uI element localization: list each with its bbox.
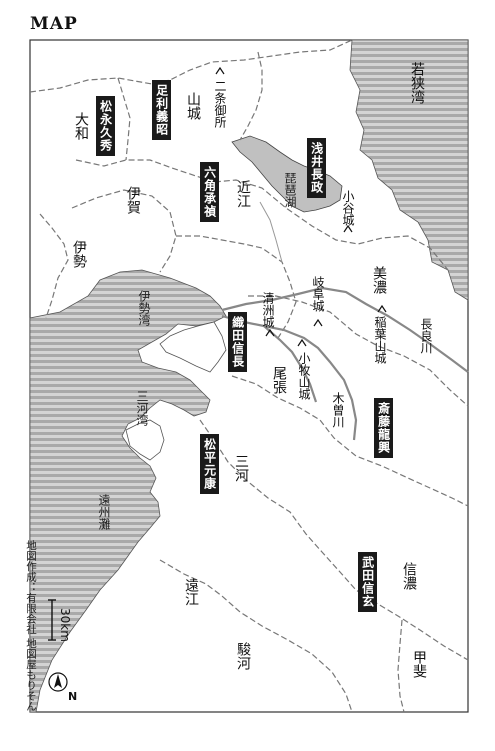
chita-peninsula xyxy=(159,321,227,373)
label-kiyosu-castle: 清洲城 xyxy=(261,292,275,328)
map-title: MAP xyxy=(30,14,78,34)
label-mikawa: 三河 xyxy=(233,454,249,482)
north-label: N xyxy=(68,690,78,703)
label-lake-biwa: 琵琶湖 xyxy=(283,172,297,208)
castle-markers xyxy=(215,66,387,347)
label-enshu-nada: 遠州灘 xyxy=(97,494,111,530)
ise-bay-sea xyxy=(29,269,227,713)
label-kiso-river: 木曽川 xyxy=(331,392,345,428)
wakasa-bay xyxy=(349,39,469,301)
label-yamashiro: 山城 xyxy=(185,92,201,120)
scale-bar xyxy=(48,599,56,641)
castle-icon xyxy=(313,318,323,327)
clan-azai: 浅井長政 xyxy=(307,138,326,198)
label-suruga: 駿河 xyxy=(235,642,251,670)
roads xyxy=(259,201,283,263)
clan-saito: 斎藤龍興 xyxy=(374,398,393,458)
label-ise: 伊勢 xyxy=(71,240,87,268)
castle-icon xyxy=(297,338,307,347)
province-borders xyxy=(29,39,469,713)
castle-icon xyxy=(343,224,353,233)
castle-icon xyxy=(215,66,225,75)
label-kai: 甲斐 xyxy=(411,650,427,678)
label-owari: 尾張 xyxy=(271,366,287,394)
label-odani-castle: 小谷城 xyxy=(341,190,355,226)
label-iga: 伊賀 xyxy=(125,186,141,214)
clan-matsunaga: 松永久秀 xyxy=(96,96,115,156)
rivers xyxy=(221,286,469,441)
label-shinano: 信濃 xyxy=(401,562,417,590)
clan-rokkaku: 六角承禎 xyxy=(200,162,219,222)
label-nagara-river: 長良川 xyxy=(419,318,433,354)
clan-ashikaga: 足利義昭 xyxy=(152,80,171,140)
north-arrow-icon xyxy=(48,672,68,692)
label-komaki-castle: 小牧山城 xyxy=(297,352,311,400)
scale-label: 30km xyxy=(58,608,72,642)
label-nijo-gosho: 二条御所 xyxy=(213,80,227,128)
label-ise-bay: 伊勢湾 xyxy=(137,290,151,326)
castle-icon xyxy=(377,304,387,313)
atsumi-peninsula xyxy=(125,419,165,461)
label-mikawa-bay: 三河湾 xyxy=(135,390,149,426)
label-totomi: 遠江 xyxy=(183,578,199,606)
map-credit: 地図作成：有限会社 地図屋もりそん xyxy=(25,540,37,712)
clan-matsudaira: 松平元康 xyxy=(200,434,219,494)
label-inabayama-castle: 稲葉山城 xyxy=(373,316,387,364)
label-wakasa-bay: 若狭湾 xyxy=(409,62,425,104)
castle-icon xyxy=(265,328,275,337)
clan-takeda: 武田信玄 xyxy=(358,552,377,612)
label-mino: 美濃 xyxy=(371,266,387,294)
label-omi: 近江 xyxy=(235,180,251,208)
clan-oda: 織田信長 xyxy=(228,312,247,372)
label-gifu-castle: 岐阜城 xyxy=(311,276,325,312)
label-yamato: 大和 xyxy=(73,112,89,140)
